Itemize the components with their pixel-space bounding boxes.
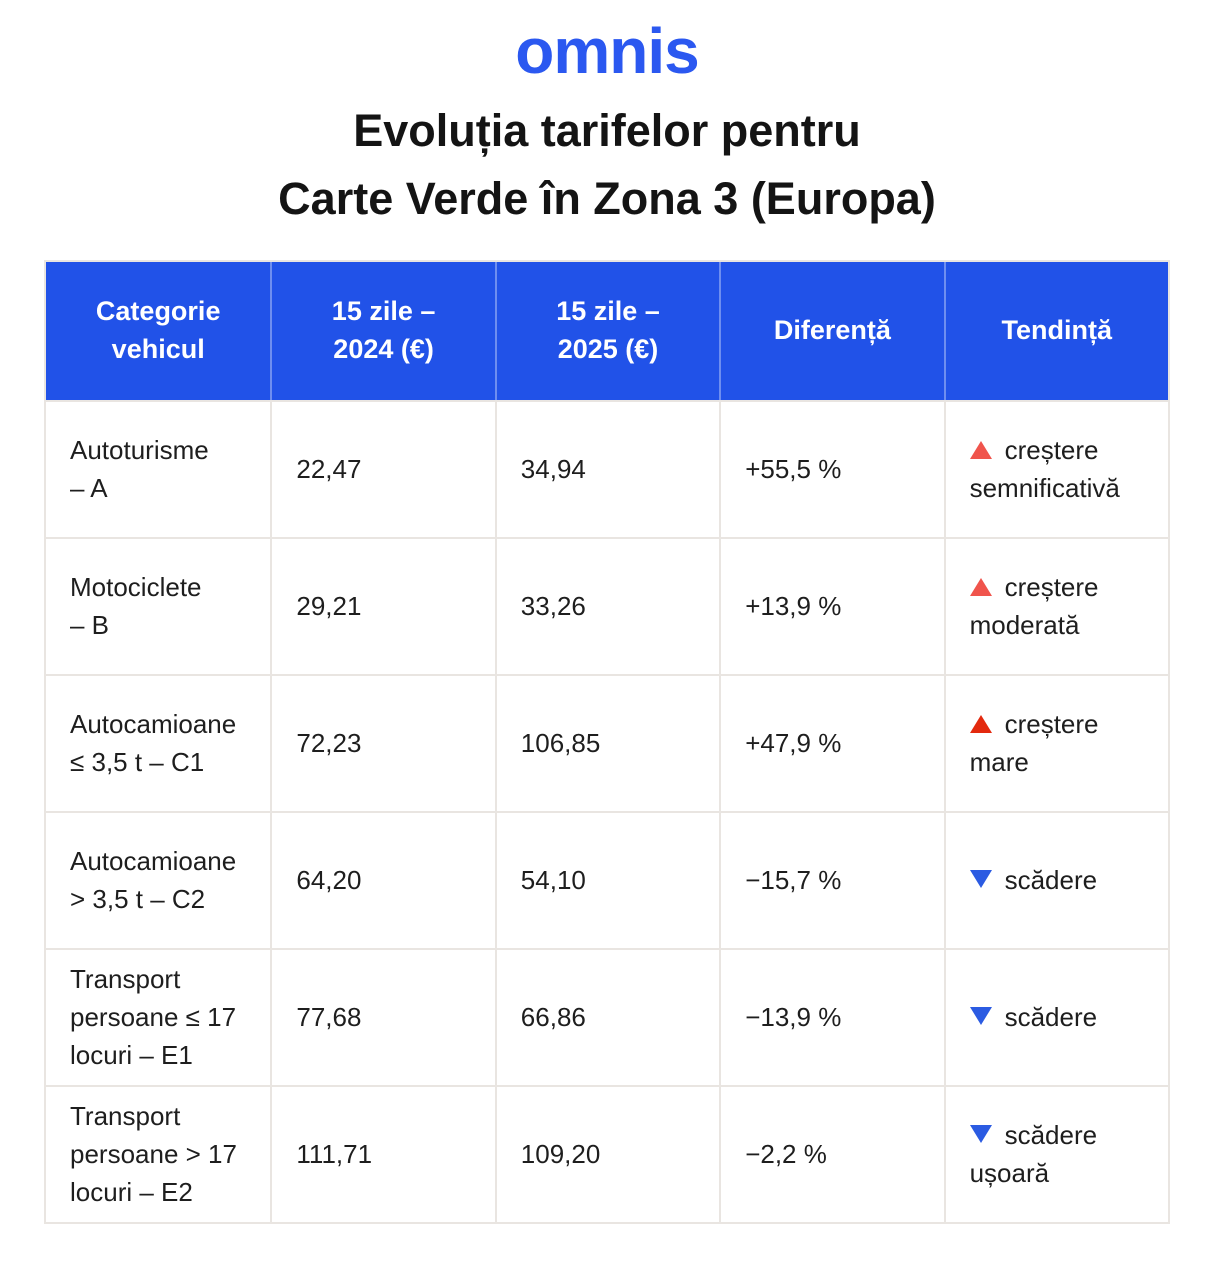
category-cell: Autoturisme – A: [46, 400, 271, 538]
table-row: Transport persoane ≤ 17 locuri – E1 77,6…: [46, 948, 1168, 1086]
omnis-logo: omnis: [515, 15, 699, 87]
diff-cell: −15,7 %: [719, 811, 944, 949]
category-label: Motociclete – B: [70, 572, 202, 640]
trend-cell: scădere: [943, 811, 1168, 949]
diff-cell: +55,5 %: [719, 400, 944, 538]
page-title-line1: Evoluția tarifelor pentru: [353, 105, 861, 157]
table-row: Autocamioane ≤ 3,5 t – C1 72,23 106,85 +…: [46, 674, 1168, 812]
tariff-table: Categorie vehicul 15 zile – 2024 (€) 15 …: [44, 260, 1170, 1225]
trend-up-icon: [969, 441, 992, 459]
value-2025: 54,10: [520, 864, 586, 895]
trend-up-icon: [969, 578, 992, 596]
category-label: Autocamioane ≤ 3,5 t – C1: [70, 709, 237, 777]
trend-down-icon: [969, 1125, 992, 1143]
header-label: Diferență: [773, 315, 891, 346]
value-2024: 29,21: [296, 590, 362, 621]
value-2025: 34,94: [520, 453, 586, 484]
category-label: Autoturisme – A: [70, 435, 209, 503]
trend-label: creștere mare: [969, 709, 1099, 777]
header-label: 15 zile – 2024 (€): [331, 296, 436, 365]
diff-value: +47,9 %: [745, 727, 842, 758]
value-2024: 72,23: [296, 727, 362, 758]
category-label: Transport persoane ≤ 17 locuri – E1: [70, 964, 237, 1070]
trend-cell: creștere semnificativă: [943, 400, 1168, 538]
header-cell-diff: Diferență: [719, 262, 944, 401]
trend-label: scădere: [1004, 1001, 1098, 1032]
diff-value: −13,9 %: [745, 1001, 842, 1032]
value-2025-cell: 34,94: [494, 400, 720, 538]
trend-down-icon: [969, 869, 992, 888]
diff-value: −2,2 %: [745, 1138, 827, 1169]
value-2025-cell: 66,86: [494, 948, 720, 1086]
value-2024-cell: 77,68: [270, 948, 495, 1086]
value-2025: 33,26: [520, 590, 586, 621]
value-2025: 109,20: [520, 1138, 601, 1169]
diff-value: +13,9 %: [745, 590, 842, 621]
value-2024-cell: 22,47: [270, 400, 495, 538]
value-2024: 77,68: [296, 1001, 362, 1032]
trend-cell: scădere ușoară: [943, 1085, 1168, 1223]
category-label: Transport persoane > 17 locuri – E2: [70, 1101, 237, 1207]
trend-cell: scădere: [943, 948, 1168, 1086]
header-cell-2024: 15 zile – 2024 (€): [270, 262, 495, 401]
header-cell-trend: Tendință: [943, 262, 1168, 401]
value-2025-cell: 109,20: [494, 1085, 720, 1223]
value-2024: 64,20: [296, 864, 362, 895]
header-label: Categorie vehicul: [95, 296, 221, 365]
diff-cell: −2,2 %: [719, 1085, 944, 1223]
value-2024: 111,71: [296, 1138, 373, 1169]
value-2025-cell: 54,10: [494, 811, 720, 949]
value-2024-cell: 72,23: [270, 674, 495, 812]
trend-label: creștere moderată: [969, 572, 1099, 640]
diff-cell: +47,9 %: [719, 674, 944, 812]
header-cell-category: Categorie vehicul: [46, 262, 271, 401]
header-cell-2025: 15 zile – 2025 (€): [494, 262, 720, 401]
value-2024-cell: 111,71: [270, 1085, 495, 1223]
table-row: Motociclete – B 29,21 33,26 +13,9 % creș…: [46, 537, 1168, 675]
diff-cell: −13,9 %: [719, 948, 944, 1086]
value-2024-cell: 29,21: [270, 537, 495, 675]
header-label: 15 zile – 2025 (€): [556, 296, 660, 365]
diff-cell: +13,9 %: [719, 537, 944, 675]
value-2025-cell: 33,26: [494, 537, 720, 675]
page-title-line2: Carte Verde în Zona 3 (Europa): [278, 172, 936, 224]
category-cell: Transport persoane ≤ 17 locuri – E1: [46, 948, 271, 1086]
category-cell: Motociclete – B: [46, 537, 271, 675]
category-cell: Autocamioane > 3,5 t – C2: [46, 811, 271, 949]
value-2025: 106,85: [520, 727, 601, 758]
trend-down-icon: [969, 1006, 992, 1025]
diff-value: −15,7 %: [745, 864, 842, 895]
value-2025-cell: 106,85: [494, 674, 720, 812]
category-cell: Transport persoane > 17 locuri – E2: [46, 1085, 271, 1223]
table-row: Transport persoane > 17 locuri – E2 111,…: [46, 1085, 1168, 1223]
trend-label: creștere semnificativă: [969, 435, 1120, 503]
category-cell: Autocamioane ≤ 3,5 t – C1: [46, 674, 271, 812]
trend-label: scădere ușoară: [969, 1120, 1098, 1188]
trend-cell: creștere mare: [943, 674, 1168, 812]
table-row: Autoturisme – A 22,47 34,94 +55,5 % creș…: [46, 400, 1168, 538]
header-label: Tendință: [1001, 315, 1113, 346]
table-header-row: Categorie vehicul 15 zile – 2024 (€) 15 …: [46, 262, 1168, 401]
table-row: Autocamioane > 3,5 t – C2 64,20 54,10 −1…: [46, 811, 1168, 949]
diff-value: +55,5 %: [745, 453, 842, 484]
value-2024: 22,47: [296, 453, 362, 484]
page-title: Evoluția tarifelor pentru Carte Verde în…: [0, 97, 1214, 232]
trend-up-icon: [969, 715, 992, 733]
value-2025: 66,86: [520, 1001, 586, 1032]
value-2024-cell: 64,20: [270, 811, 495, 949]
category-label: Autocamioane > 3,5 t – C2: [70, 846, 237, 914]
trend-cell: creștere moderată: [943, 537, 1168, 675]
trend-label: scădere: [1004, 864, 1098, 895]
